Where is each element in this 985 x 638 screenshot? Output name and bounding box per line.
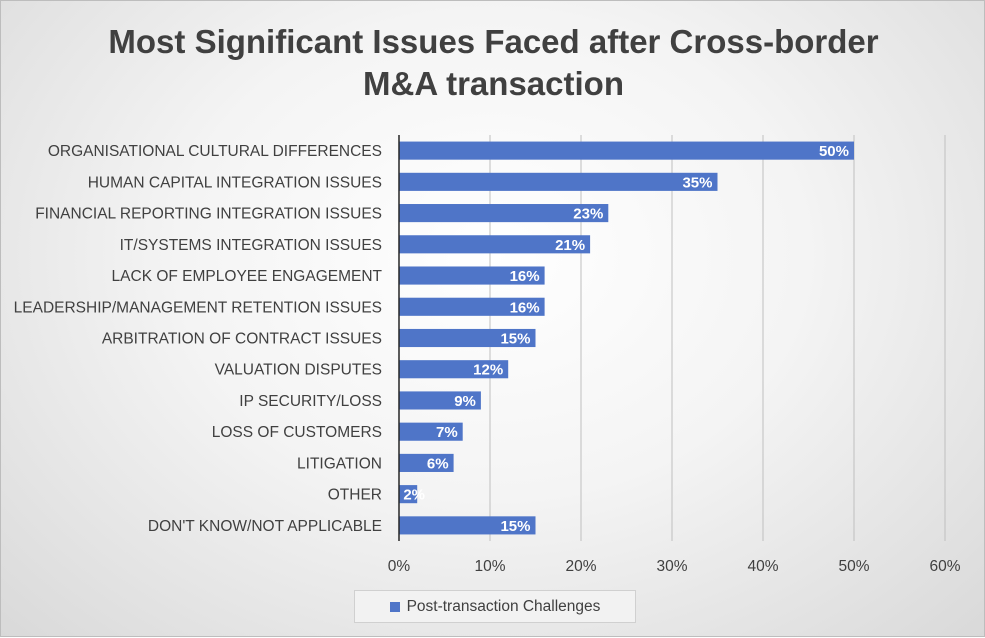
data-labels: 50% 35% 23% 21% 16% 16% 15% 12% 9% 7% 6%2% 15% <box>403 143 849 535</box>
category-label: LEADERSHIP/MANAGEMENT RETENTION ISSUES <box>14 299 382 316</box>
category-label: ORGANISATIONAL CULTURAL DIFFERENCES <box>48 143 382 160</box>
chart-title: Most Significant Issues Faced after Cros… <box>1 21 985 105</box>
x-tick-label: 20% <box>565 558 596 575</box>
gridlines <box>489 135 946 541</box>
bar <box>399 485 418 504</box>
bars <box>399 141 854 535</box>
bar <box>399 235 591 254</box>
category-label: ARBITRATION OF CONTRACT ISSUES <box>102 331 382 348</box>
bar <box>399 422 463 441</box>
legend-label: Post-transaction Challenges <box>406 597 601 615</box>
x-tick-labels: 0% 10% 20% 30% 40% 50% 60% <box>388 558 961 575</box>
data-label: 12% <box>473 362 503 379</box>
bar <box>399 453 454 472</box>
bar <box>399 141 854 160</box>
bar <box>399 391 481 410</box>
x-tick-label: 0% <box>388 558 411 575</box>
category-label: HUMAN CAPITAL INTEGRATION ISSUES <box>88 174 382 191</box>
data-label: 50% <box>819 143 849 160</box>
category-labels: ORGANISATIONAL CULTURAL DIFFERENCES HUMAN… <box>14 143 383 535</box>
bar <box>399 360 509 379</box>
bar <box>399 516 536 535</box>
category-label: IP SECURITY/LOSS <box>239 393 382 410</box>
category-label: IT/SYSTEMS INTEGRATION ISSUES <box>120 237 382 254</box>
legend: Post-transaction Challenges <box>354 590 636 623</box>
chart-title-line-2: M&A transaction <box>363 65 624 102</box>
x-tick-label: 30% <box>656 558 687 575</box>
bar <box>399 172 718 191</box>
data-label: 15% <box>500 518 530 535</box>
bar <box>399 328 536 348</box>
data-label: 23% <box>573 206 603 223</box>
data-label: 16% <box>510 268 540 285</box>
data-label: 35% <box>682 174 712 191</box>
data-label: 7% <box>436 424 458 441</box>
category-label: FINANCIAL REPORTING INTEGRATION ISSUES <box>35 206 382 223</box>
data-label: 6% <box>427 455 449 472</box>
data-label: 21% <box>555 237 585 254</box>
x-tick-label: 60% <box>929 558 960 575</box>
x-tick-label: 10% <box>474 558 505 575</box>
category-label: LOSS OF CUSTOMERS <box>212 424 382 441</box>
chart-title-line-1: Most Significant Issues Faced after Cros… <box>108 23 879 60</box>
bar <box>399 266 545 285</box>
data-label: 15% <box>500 331 530 348</box>
data-label: 16% <box>510 299 540 316</box>
category-label: OTHER <box>328 487 382 504</box>
data-label: 9% <box>454 393 476 410</box>
x-tick-label: 50% <box>838 558 869 575</box>
x-tick-label: 40% <box>747 558 778 575</box>
legend-swatch <box>389 601 400 612</box>
category-label: DON'T KNOW/NOT APPLICABLE <box>148 518 382 535</box>
bar <box>399 204 609 223</box>
data-label: 2% <box>403 487 425 504</box>
category-label: LACK OF EMPLOYEE ENGAGEMENT <box>112 268 383 285</box>
category-label: VALUATION DISPUTES <box>215 362 382 379</box>
bar <box>399 297 545 316</box>
category-label: LITIGATION <box>297 455 382 472</box>
